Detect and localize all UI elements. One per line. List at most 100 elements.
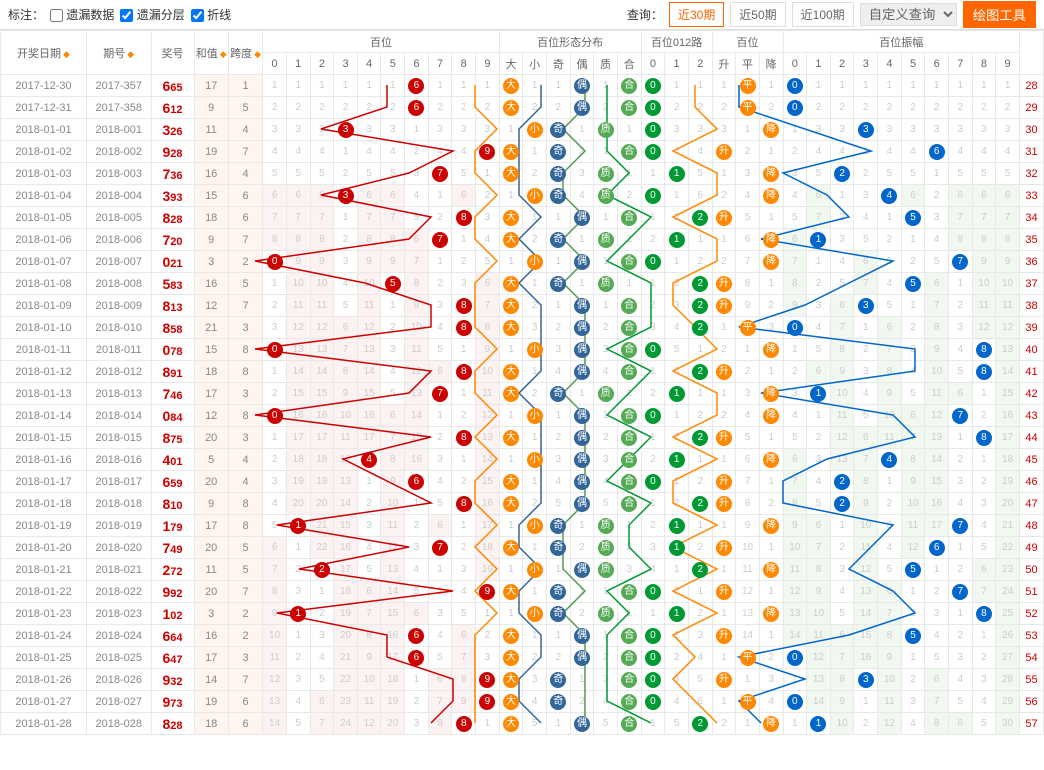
amp-cell: 8 — [783, 273, 807, 295]
amp-cell: 5 — [901, 383, 925, 405]
form-cell: 1 — [523, 471, 547, 493]
form-cell: 1 — [570, 273, 594, 295]
bai-cell: 18 — [286, 449, 310, 471]
amp-cell: 8 — [878, 361, 902, 383]
bai-digit-0: 0 — [263, 53, 287, 75]
chk-miss-layer[interactable]: 遗漏分层 — [120, 6, 184, 23]
amp-cell: 5 — [807, 163, 831, 185]
bai-cell: 4 — [286, 691, 310, 713]
amp-cell: 4 — [807, 141, 831, 163]
form-cell: 偶 — [570, 295, 594, 317]
bai-cell: 1 — [334, 75, 358, 97]
form-cell: 大 — [499, 691, 523, 713]
upd-cell: 降 — [759, 713, 783, 735]
bai-cell: 11 — [334, 427, 358, 449]
bai-cell: 12 — [405, 361, 429, 383]
bai-cell: 1 — [381, 75, 405, 97]
bai-cell: 2 — [476, 185, 500, 207]
p012-cell: 2 — [688, 713, 712, 735]
bai-cell: 18 — [381, 669, 405, 691]
bai-cell: 15 — [334, 515, 358, 537]
bai-cell: 16 — [286, 405, 310, 427]
table-row: 2017-12-302017-3576651711111116111大11偶1合… — [1, 75, 1044, 97]
p012-cell: 1 — [665, 163, 689, 185]
amp-cell: 6 — [783, 229, 807, 251]
bai-cell: 2 — [476, 625, 500, 647]
cell-right: 41 — [1019, 361, 1043, 383]
form-cell: 1 — [570, 669, 594, 691]
col-date[interactable]: 开奖日期◆ — [1, 31, 87, 75]
cell-sum: 18 — [194, 713, 228, 735]
bai-cell: 7 — [263, 559, 287, 581]
p012-cell: 1 — [641, 361, 665, 383]
col-sum[interactable]: 和值◆ — [194, 31, 228, 75]
amp-cell: 13 — [783, 603, 807, 625]
draw-tool-button[interactable]: 绘图工具 — [963, 1, 1036, 28]
cell-issue: 2018-026 — [87, 669, 152, 691]
p012-cell: 4 — [665, 141, 689, 163]
cell-sum: 9 — [194, 97, 228, 119]
upd-cell: 升 — [712, 537, 736, 559]
form-cell: 大 — [499, 207, 523, 229]
amp-cell: 7 — [878, 603, 902, 625]
amp-cell: 8 — [830, 339, 854, 361]
amp-cell: 3 — [830, 559, 854, 581]
custom-query-select[interactable]: 自定义查询 — [860, 3, 957, 26]
amp-cell: 13 — [830, 449, 854, 471]
col-span[interactable]: 跨度◆ — [228, 31, 262, 75]
amp-cell: 7 — [949, 251, 973, 273]
tab-100[interactable]: 近100期 — [792, 2, 854, 27]
amp-cell: 2 — [807, 427, 831, 449]
form-cell: 质 — [594, 383, 618, 405]
amp-cell: 8 — [996, 229, 1020, 251]
bai-cell: 9 — [476, 141, 500, 163]
form-cell: 小 — [523, 339, 547, 361]
bai-cell: 18 — [334, 581, 358, 603]
query-label: 查询： — [627, 6, 663, 23]
form-cell: 大 — [499, 537, 523, 559]
cell-num: 973 — [151, 691, 194, 713]
p012-cell: 1 — [665, 449, 689, 471]
upd-cell: 3 — [759, 317, 783, 339]
table-row: 2018-01-182018-01881098420201421015816大2… — [1, 493, 1044, 515]
bai-cell: 4 — [310, 647, 334, 669]
bai-cell: 8 — [452, 669, 476, 691]
amp-cell: 2 — [901, 251, 925, 273]
cell-sum: 3 — [194, 603, 228, 625]
cell-right: 50 — [1019, 559, 1043, 581]
bai-cell: 20 — [381, 713, 405, 735]
amp-cell: 8 — [949, 229, 973, 251]
chk-miss-data[interactable]: 遗漏数据 — [50, 6, 114, 23]
col-issue[interactable]: 期号◆ — [87, 31, 152, 75]
bai-cell: 3 — [286, 669, 310, 691]
upd-cell: 降 — [759, 339, 783, 361]
p012-cell: 5 — [665, 713, 689, 735]
form-cell: 奇 — [547, 273, 571, 295]
chk-polyline[interactable]: 折线 — [191, 6, 231, 23]
form-cell: 质 — [594, 229, 618, 251]
cell-sum: 19 — [194, 141, 228, 163]
amp-cell: 3 — [878, 515, 902, 537]
tab-50[interactable]: 近50期 — [730, 2, 785, 27]
p012-cell: 2 — [688, 603, 712, 625]
cell-issue: 2018-003 — [87, 163, 152, 185]
bai-cell: 16 — [310, 405, 334, 427]
form-cell: 1 — [617, 163, 641, 185]
bai-cell: 11 — [476, 383, 500, 405]
bai-cell: 3 — [381, 119, 405, 141]
form-cell: 大 — [499, 163, 523, 185]
amp-cell: 9 — [996, 251, 1020, 273]
amp-cell: 3 — [854, 361, 878, 383]
amp-cell: 1 — [996, 75, 1020, 97]
form-cell: 偶 — [570, 493, 594, 515]
tab-30[interactable]: 近30期 — [669, 2, 724, 27]
p012-cell: 2 — [688, 493, 712, 515]
cell-issue: 2018-028 — [87, 713, 152, 735]
amp-cell: 7 — [949, 515, 973, 537]
amp-cell: 8 — [972, 339, 996, 361]
bai-cell: 2 — [334, 163, 358, 185]
bai-digit-5: 5 — [381, 53, 405, 75]
p012-cell: 1 — [665, 383, 689, 405]
cell-date: 2018-01-23 — [1, 603, 87, 625]
form-cell: 5 — [523, 713, 547, 735]
